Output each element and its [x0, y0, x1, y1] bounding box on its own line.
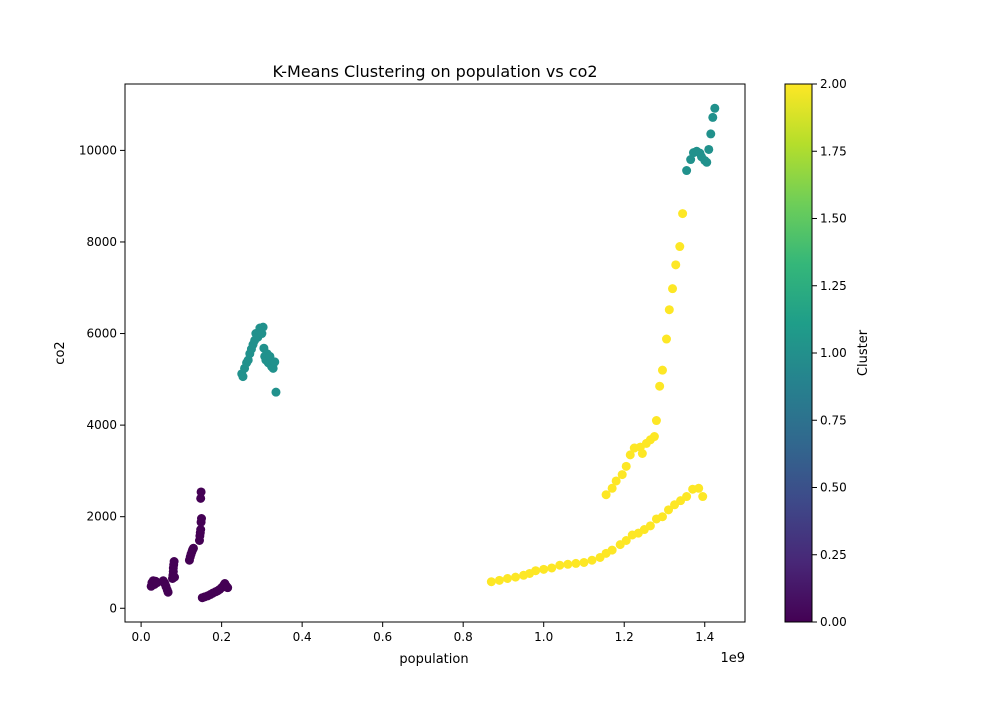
cluster-2-point-25 — [664, 505, 674, 515]
plot-area-frame — [124, 83, 746, 623]
cluster-2-point-44 — [651, 416, 661, 426]
cluster-1-point-34 — [708, 112, 718, 122]
points-layer — [146, 103, 720, 603]
cluster-2-point-2 — [502, 574, 512, 583]
cluster-2-point-9 — [555, 560, 565, 570]
cluster-2-point-47 — [661, 334, 671, 344]
x-axis-label: population — [399, 652, 468, 667]
cluster-1-point-22 — [270, 357, 280, 367]
x-tick-label: 1.2 — [615, 630, 634, 644]
cluster-1-point-35 — [710, 103, 720, 113]
cluster-1-point-13 — [258, 322, 268, 332]
cluster-1-point-33 — [706, 129, 716, 139]
colorbar-label: Cluster — [856, 329, 871, 376]
cluster-2-point-6 — [531, 566, 541, 576]
colorbar — [784, 83, 813, 623]
cluster-2-point-8 — [547, 563, 557, 573]
cluster-1-point-24 — [682, 166, 692, 176]
cluster-2-point-10 — [563, 559, 573, 569]
cluster-0-point-28 — [196, 525, 206, 535]
colorbar-tick-label: 1.50 — [820, 212, 847, 226]
cluster-2-point-50 — [671, 260, 681, 270]
cluster-2-point-22 — [645, 521, 655, 531]
cluster-2-point-35 — [617, 470, 627, 480]
cluster-2-point-43 — [649, 432, 659, 442]
colorbar-tick-label: 0.75 — [820, 413, 847, 427]
x-tick-label: 0.0 — [132, 630, 151, 644]
y-axis-label: co2 — [53, 341, 68, 364]
cluster-2-point-18 — [621, 536, 631, 545]
cluster-2-point-3 — [511, 572, 521, 582]
y-tick-label: 10000 — [79, 143, 117, 157]
cluster-2-point-51 — [675, 242, 685, 252]
cluster-2-point-46 — [657, 365, 667, 375]
cluster-1-point-25 — [686, 155, 696, 165]
cluster-2-point-30 — [694, 483, 704, 493]
x-tick-label: 1.0 — [534, 630, 553, 644]
y-tick-label: 0 — [109, 601, 117, 615]
colorbar-tick-label: 1.25 — [820, 279, 847, 293]
chart-title: K-Means Clustering on population vs co2 — [272, 62, 597, 81]
cluster-2-point-33 — [607, 483, 617, 493]
cluster-0-point-17 — [169, 557, 179, 567]
y-tick-label: 6000 — [86, 327, 117, 341]
colorbar-tick-label: 1.00 — [820, 346, 847, 360]
cluster-2-point-1 — [494, 575, 504, 585]
cluster-1-point-31 — [702, 157, 712, 167]
x-tick-label: 0.8 — [454, 630, 473, 644]
colorbar-tick-label: 0.00 — [820, 615, 847, 629]
cluster-2-point-34 — [611, 476, 621, 486]
cluster-2-point-13 — [587, 555, 597, 565]
x-tick-label: 0.6 — [373, 630, 392, 644]
cluster-2-point-11 — [571, 558, 581, 568]
cluster-0-point-45 — [223, 583, 233, 593]
cluster-2-point-36 — [621, 461, 631, 471]
cluster-2-point-48 — [664, 305, 674, 315]
x-tick-label: 0.4 — [293, 630, 312, 644]
cluster-0-point-11 — [163, 587, 173, 597]
x-axis-offset-label: 1e9 — [720, 651, 745, 666]
colorbar-axis: 0.00 0.25 0.50 0.75 1.00 1.25 1.50 1.75 2.00 — [812, 77, 847, 629]
colorbar-tick-label: 2.00 — [820, 77, 847, 91]
y-axis: 0 2000 4000 6000 8000 10000 — [79, 143, 125, 615]
cluster-2-point-49 — [668, 284, 678, 294]
x-tick-label: 0.2 — [212, 630, 231, 644]
x-tick-label: 1.4 — [695, 630, 714, 644]
x-axis: 0.0 0.2 0.4 0.6 0.8 1.0 1.2 1.4 — [132, 622, 714, 644]
cluster-2-point-45 — [655, 381, 665, 391]
cluster-2-point-37 — [625, 450, 635, 460]
colorbar-tick-label: 0.25 — [820, 548, 847, 562]
y-tick-label: 2000 — [86, 510, 117, 524]
cluster-2-point-52 — [678, 209, 688, 219]
colorbar-tick-label: 1.75 — [820, 144, 847, 158]
cluster-2-point-7 — [539, 564, 549, 574]
cluster-2-point-0 — [486, 577, 496, 587]
cluster-2-point-31 — [698, 492, 708, 502]
cluster-0-point-31 — [196, 493, 206, 503]
y-tick-label: 4000 — [86, 418, 117, 432]
cluster-2-point-24 — [657, 512, 667, 522]
cluster-2-point-28 — [682, 492, 692, 502]
cluster-0-point-24 — [188, 543, 198, 553]
cluster-0-point-30 — [196, 514, 206, 524]
cluster-1-point-32 — [704, 144, 714, 154]
cluster-0-point-32 — [196, 487, 206, 497]
cluster-2-point-16 — [607, 545, 617, 555]
colorbar-tick-label: 0.50 — [820, 481, 847, 495]
cluster-2-point-40 — [637, 449, 647, 458]
y-tick-label: 8000 — [86, 235, 117, 249]
cluster-2-point-32 — [601, 490, 611, 500]
cluster-0-point-18 — [170, 572, 180, 582]
cluster-1-point-1 — [238, 372, 248, 382]
cluster-2-point-12 — [579, 557, 589, 567]
cluster-1-point-23 — [271, 387, 281, 397]
